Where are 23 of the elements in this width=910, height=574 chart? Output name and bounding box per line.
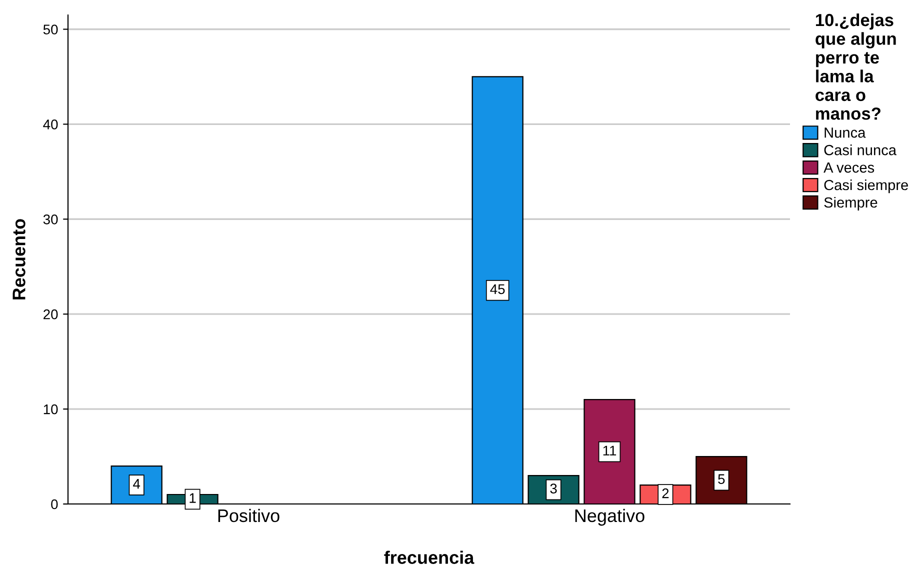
data-label: 2 — [662, 488, 669, 498]
x-axis-title: frecuencia — [384, 550, 474, 564]
y-tick-label: 40 — [43, 120, 58, 130]
y-tick-label: 30 — [43, 214, 58, 224]
x-tick-label: Negativo — [575, 508, 644, 526]
legend-label: A veces — [824, 162, 874, 173]
y-tick-label: 50 — [43, 24, 58, 34]
data-label: 11 — [603, 446, 616, 456]
legend-label: Casi nunca — [824, 144, 896, 156]
y-axis-title: Recuento — [12, 219, 26, 300]
y-tick-label: 10 — [44, 404, 58, 414]
y-tick-label: 20 — [44, 309, 58, 320]
y-tick-label: 0 — [51, 499, 58, 510]
x-tick-label: Positivo — [218, 508, 280, 522]
data-label: 1 — [190, 493, 196, 503]
data-label: 5 — [718, 474, 725, 484]
legend-label: Casi siempre — [824, 179, 908, 194]
data-label: 3 — [550, 484, 557, 494]
legend-title: 10.¿dejas que algun perro te lama la cara o manos? — [816, 13, 896, 120]
legend-label: Siempre — [824, 196, 878, 211]
legend-label: Nunca — [824, 128, 866, 138]
data-label: 45 — [490, 284, 505, 294]
data-label: 4 — [133, 479, 140, 489]
